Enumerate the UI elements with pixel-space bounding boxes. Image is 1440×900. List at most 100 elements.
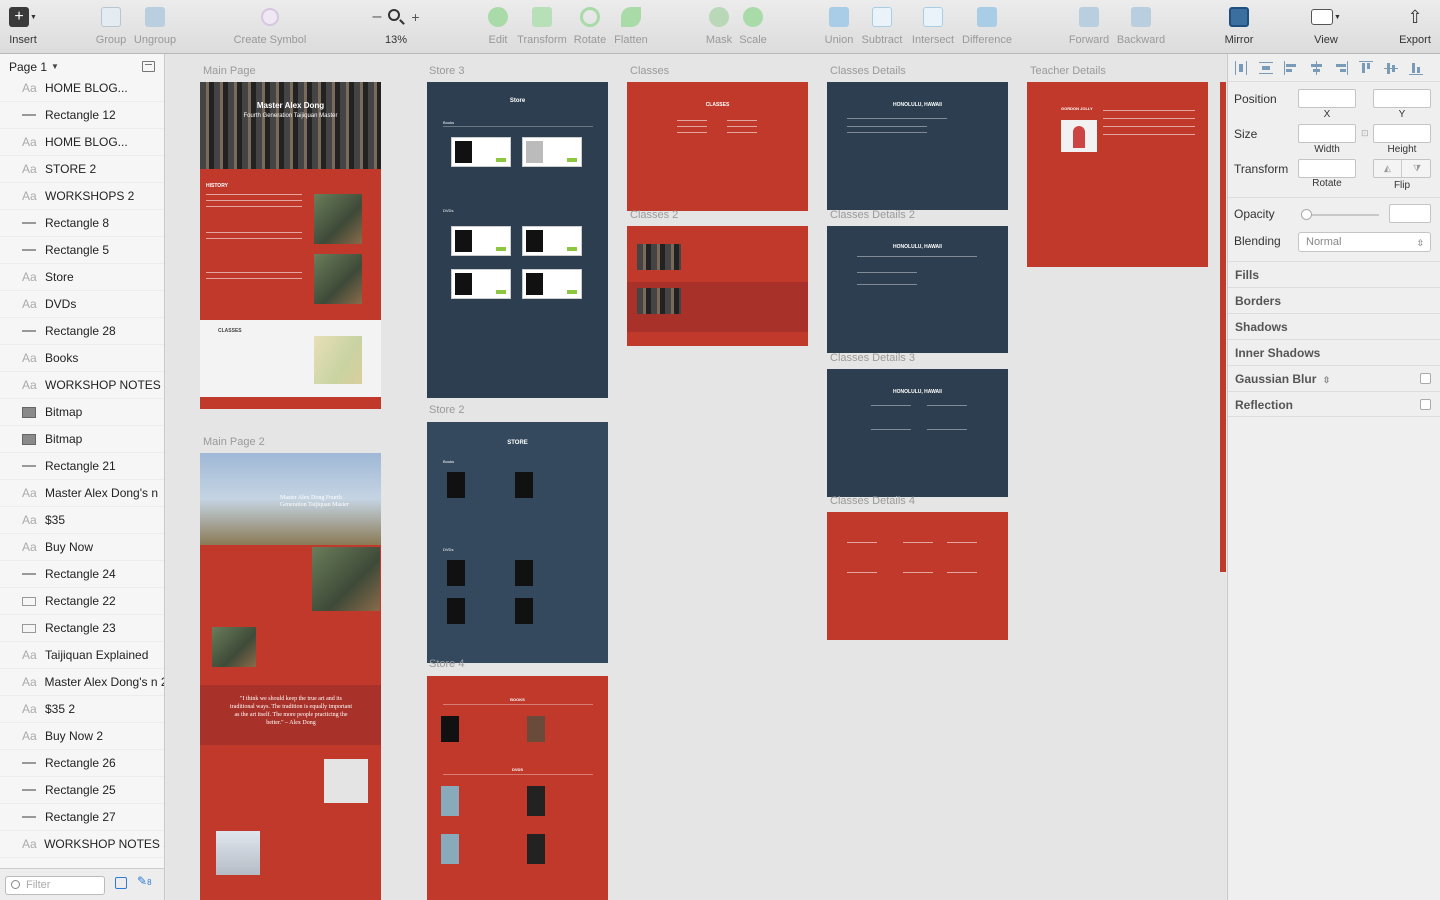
artboard-label-store-4[interactable]: Store 4	[429, 658, 465, 670]
layer-item[interactable]: Rectangle 24	[0, 561, 164, 588]
layer-item[interactable]: Aa Master Alex Dong's n	[0, 480, 164, 507]
layer-item[interactable]: Aa Buy Now	[0, 534, 164, 561]
artboard-label-classes-details-2[interactable]: Classes Details 2	[830, 209, 915, 221]
align-bottom-icon[interactable]	[1409, 61, 1423, 75]
artboard-store-4[interactable]: BOOKS DVDS	[427, 676, 608, 900]
layer-item[interactable]: Bitmap	[0, 426, 164, 453]
layer-item[interactable]: Aa $35	[0, 507, 164, 534]
artboard-label-main-page-2[interactable]: Main Page 2	[203, 436, 265, 448]
union-button[interactable]: Union	[822, 0, 856, 54]
shadows-section[interactable]: Shadows	[1228, 313, 1440, 339]
pages-toggle-icon[interactable]	[142, 61, 155, 72]
insert-button[interactable]: + ▼ Insert	[9, 7, 37, 46]
layer-item[interactable]: Rectangle 23	[0, 615, 164, 642]
layer-item[interactable]: Aa HOME BLOG...	[0, 129, 164, 156]
layer-item[interactable]: Aa WORKSHOPS 2	[0, 183, 164, 210]
symbols-filter-icon[interactable]	[115, 877, 127, 889]
inner-shadows-section[interactable]: Inner Shadows	[1228, 339, 1440, 365]
artboard-label-classes-details-3[interactable]: Classes Details 3	[830, 352, 915, 364]
artboard-label-store-2[interactable]: Store 2	[429, 404, 465, 416]
align-top-icon[interactable]	[1359, 60, 1373, 75]
forward-button[interactable]: Forward	[1068, 0, 1110, 54]
reflection-section[interactable]: Reflection	[1228, 391, 1440, 417]
slices-filter-icon[interactable]: ✎8	[137, 874, 152, 888]
canvas[interactable]: Main Page Master Alex Dong Fourth Genera…	[166, 54, 1226, 900]
subtract-button[interactable]: Subtract	[860, 0, 904, 54]
view-button[interactable]: ▼ View	[1308, 0, 1344, 54]
position-x-field[interactable]	[1298, 89, 1356, 108]
layer-item[interactable]: Rectangle 28	[0, 318, 164, 345]
artboard-teacher-details[interactable]: GORDON JOLLY	[1027, 82, 1208, 267]
height-field[interactable]	[1373, 124, 1431, 143]
artboard-store-3[interactable]: Store Books DVDs	[427, 82, 608, 398]
layer-item[interactable]: Aa STORE 2	[0, 156, 164, 183]
product-card[interactable]	[522, 137, 582, 167]
distribute-vertical-icon[interactable]	[1259, 61, 1273, 75]
width-field[interactable]	[1298, 124, 1356, 143]
layer-item[interactable]: Rectangle 21	[0, 453, 164, 480]
artboard-label-teacher-details[interactable]: Teacher Details	[1030, 65, 1106, 77]
artboard-label-classes[interactable]: Classes	[630, 65, 670, 77]
backward-button[interactable]: Backward	[1114, 0, 1168, 54]
create-symbol-button[interactable]: Create Symbol	[232, 0, 308, 54]
product-card[interactable]	[522, 269, 582, 299]
artboard-main-page-2[interactable]: Master Alex Dong Fourth Generation Taiji…	[200, 453, 381, 900]
flip-vertical-icon[interactable]: ⧩	[1412, 163, 1422, 173]
layer-item[interactable]: Rectangle 26	[0, 750, 164, 777]
slider-knob[interactable]	[1301, 209, 1312, 220]
product-card[interactable]	[451, 269, 511, 299]
layer-item[interactable]: Rectangle 25	[0, 777, 164, 804]
layer-item[interactable]: Rectangle 12	[0, 102, 164, 129]
layer-item[interactable]: Aa WORKSHOP NOTES	[0, 372, 164, 399]
intersect-button[interactable]: Intersect	[910, 0, 956, 54]
artboard-label-main-page[interactable]: Main Page	[203, 65, 256, 77]
mirror-button[interactable]: Mirror	[1222, 0, 1256, 54]
rotate-button[interactable]: Rotate	[572, 0, 608, 54]
layer-item[interactable]: Aa $35 2	[0, 696, 164, 723]
layer-item[interactable]: Aa HOME BLOG...	[0, 75, 164, 102]
artboard-store-2[interactable]: STORE Books DVDs	[427, 422, 608, 663]
zoom-out-button[interactable]: –	[372, 8, 382, 25]
layer-item[interactable]: Rectangle 22	[0, 588, 164, 615]
artboard-main-page[interactable]: Master Alex Dong Fourth Generation Taiji…	[200, 82, 381, 409]
artboard-classes-details-2[interactable]: HONOLULU, HAWAII	[827, 226, 1008, 353]
ungroup-button[interactable]: Ungroup	[134, 0, 176, 54]
gaussian-blur-checkbox[interactable]	[1420, 373, 1431, 384]
artboard-classes-2[interactable]	[627, 226, 808, 346]
edit-button[interactable]: Edit	[484, 0, 512, 54]
layer-item[interactable]: Bitmap	[0, 399, 164, 426]
filter-input[interactable]: Filter	[5, 876, 105, 895]
fills-section[interactable]: Fills	[1228, 261, 1440, 287]
align-right-icon[interactable]	[1334, 60, 1348, 75]
group-button[interactable]: Group	[94, 0, 128, 54]
layer-item[interactable]: Aa WORKSHOP NOTES 5	[0, 831, 164, 858]
layer-item[interactable]: Rectangle 27	[0, 804, 164, 831]
layer-item[interactable]: Aa Master Alex Dong's n 2	[0, 669, 164, 696]
scale-button[interactable]: Scale	[738, 0, 768, 54]
gaussian-blur-section[interactable]: Gaussian Blur ⇳	[1228, 365, 1440, 391]
layer-item[interactable]: Aa Store	[0, 264, 164, 291]
opacity-field[interactable]	[1389, 204, 1431, 223]
artboard-label-classes-details-4[interactable]: Classes Details 4	[830, 495, 915, 507]
zoom-in-button[interactable]: +	[411, 9, 420, 25]
artboard-offscreen[interactable]	[1220, 82, 1226, 572]
layer-item[interactable]: Aa Taijiquan Explained	[0, 642, 164, 669]
lock-icon[interactable]: ⊡	[1361, 128, 1369, 138]
difference-button[interactable]: Difference	[962, 0, 1012, 54]
artboard-classes-details[interactable]: HONOLULU, HAWAII	[827, 82, 1008, 210]
transform-button[interactable]: Transform	[516, 0, 568, 54]
artboard-label-store-3[interactable]: Store 3	[429, 65, 465, 77]
product-card[interactable]	[451, 137, 511, 167]
artboard-classes-details-4[interactable]	[827, 512, 1008, 640]
align-left-icon[interactable]	[1284, 60, 1298, 75]
layer-item[interactable]: Rectangle 8	[0, 210, 164, 237]
layer-item[interactable]: Aa Buy Now 2	[0, 723, 164, 750]
align-middle-icon[interactable]	[1384, 61, 1398, 75]
position-y-field[interactable]	[1373, 89, 1431, 108]
chevron-updown-icon[interactable]: ⇳	[1322, 375, 1331, 385]
artboard-classes[interactable]: CLASSES	[627, 82, 808, 211]
mask-button[interactable]: Mask	[704, 0, 734, 54]
product-card[interactable]	[451, 226, 511, 256]
product-card[interactable]	[522, 226, 582, 256]
align-center-icon[interactable]	[1309, 60, 1323, 75]
